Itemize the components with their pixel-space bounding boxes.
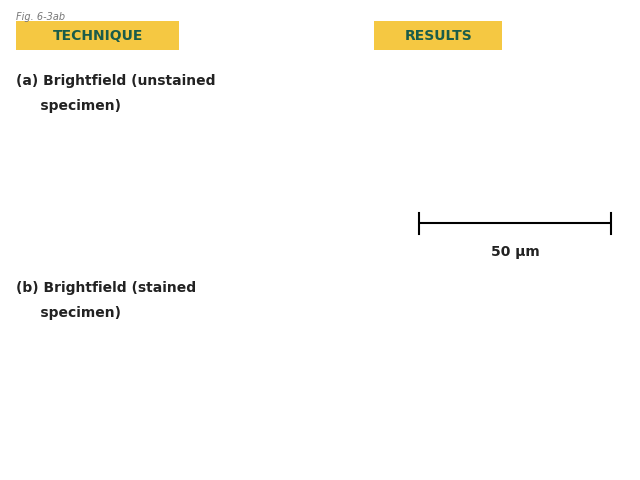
Text: TECHNIQUE: TECHNIQUE <box>52 28 143 43</box>
FancyBboxPatch shape <box>16 21 179 50</box>
Text: specimen): specimen) <box>16 99 121 113</box>
Text: specimen): specimen) <box>16 306 121 320</box>
Text: Fig. 6-3ab: Fig. 6-3ab <box>16 12 65 22</box>
Text: (a) Brightfield (unstained: (a) Brightfield (unstained <box>16 74 216 88</box>
Text: (b) Brightfield (stained: (b) Brightfield (stained <box>16 281 196 295</box>
FancyBboxPatch shape <box>374 21 502 50</box>
Text: 50 µm: 50 µm <box>491 245 540 259</box>
Text: RESULTS: RESULTS <box>404 28 472 43</box>
